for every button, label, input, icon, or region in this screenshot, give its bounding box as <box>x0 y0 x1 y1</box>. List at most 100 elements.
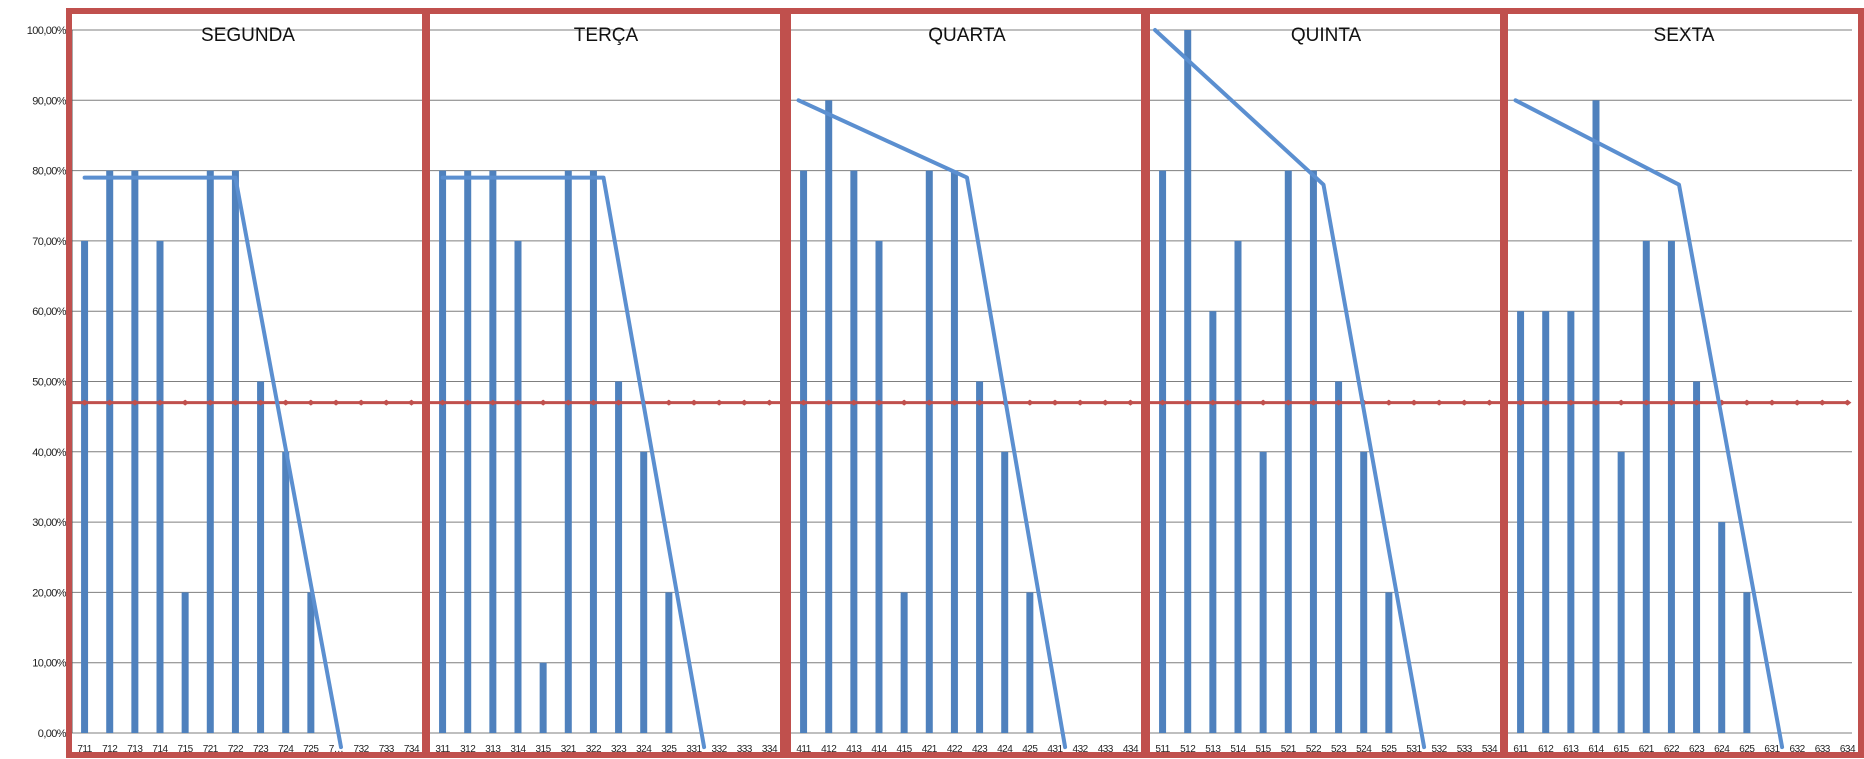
trend-line <box>796 98 1068 750</box>
bar <box>489 170 497 734</box>
reference-marker <box>1051 399 1059 406</box>
reference-marker <box>181 399 190 406</box>
reference-marker <box>1384 399 1393 406</box>
x-tick-label: 325 <box>661 744 677 755</box>
reference-marker <box>514 399 522 406</box>
reference-marker <box>1259 399 1268 406</box>
x-tick-label: 333 <box>737 744 753 755</box>
reference-marker <box>925 399 934 406</box>
reference-marker <box>80 399 89 406</box>
bar <box>1693 381 1701 733</box>
x-tick-label: 721 <box>203 744 219 755</box>
x-tick-label: 7… <box>329 744 344 755</box>
bar <box>875 240 883 733</box>
bar <box>1001 451 1009 733</box>
x-tick-label: 322 <box>586 744 602 755</box>
reference-marker <box>382 399 391 406</box>
x-tick-label: 411 <box>796 744 811 755</box>
reference-marker <box>1234 399 1242 406</box>
x-tick-label: 732 <box>354 744 370 755</box>
panel-title: QUARTA <box>928 25 1006 46</box>
reference-marker <box>357 399 366 406</box>
reference-marker <box>1667 399 1676 406</box>
reference-marker <box>1617 399 1626 406</box>
bar <box>800 170 808 734</box>
reference-marker <box>900 399 909 406</box>
reference-marker <box>824 399 833 406</box>
y-tick-label: 100,00% <box>27 25 67 37</box>
reference-marker <box>1592 399 1600 406</box>
x-tick-label: 532 <box>1432 744 1448 755</box>
reference-marker <box>975 399 984 406</box>
x-tick-label: 533 <box>1457 744 1473 755</box>
x-tick-label: 534 <box>1482 744 1498 755</box>
bar <box>1592 100 1600 734</box>
reference-marker <box>950 399 959 406</box>
panel-title: SEXTA <box>1654 25 1715 46</box>
x-tick-label: 625 <box>1739 744 1755 755</box>
trend-line <box>1153 28 1427 750</box>
reference-marker <box>1101 399 1110 406</box>
bar <box>131 170 139 734</box>
bar <box>1667 240 1675 733</box>
bar <box>181 592 189 733</box>
panel-border <box>1502 8 1864 758</box>
reference-marker <box>407 399 416 406</box>
reference-marker <box>1025 399 1034 406</box>
bar <box>1743 592 1751 733</box>
reference-marker <box>799 399 808 406</box>
x-tick-label: 423 <box>972 744 988 755</box>
x-tick-label: 315 <box>536 744 552 755</box>
x-tick-label: 723 <box>253 744 269 755</box>
reference-marker <box>1309 399 1318 406</box>
bar <box>564 170 572 734</box>
x-tick-label: 323 <box>611 744 627 755</box>
x-tick-label: 522 <box>1306 744 1322 755</box>
panel-title: QUINTA <box>1291 25 1362 46</box>
x-tick-label: 725 <box>303 744 319 755</box>
reference-marker <box>1208 399 1217 406</box>
reference-marker <box>488 399 497 406</box>
reference-marker <box>849 399 858 406</box>
bar <box>231 170 239 734</box>
x-tick-label: 733 <box>379 744 395 755</box>
bar <box>1335 381 1343 733</box>
reference-marker <box>1566 399 1575 406</box>
bar <box>589 170 597 734</box>
x-tick-label: 334 <box>762 744 778 755</box>
bar <box>1309 170 1317 734</box>
x-tick-label: 413 <box>846 744 862 755</box>
bar <box>282 451 290 733</box>
x-tick-label: 415 <box>897 744 913 755</box>
reference-marker <box>1768 399 1776 406</box>
bar <box>1617 451 1625 733</box>
x-tick-label: 734 <box>404 744 420 755</box>
x-tick-label: 521 <box>1281 744 1297 755</box>
y-tick-label: 10,00% <box>32 658 67 670</box>
reference-marker <box>463 399 472 406</box>
bar <box>81 240 89 733</box>
reference-marker <box>1692 399 1701 406</box>
x-tick-label: 432 <box>1073 744 1089 755</box>
x-tick-label: 531 <box>1406 744 1422 755</box>
x-tick-label: 523 <box>1331 744 1347 755</box>
x-tick-label: 313 <box>485 744 501 755</box>
bar <box>1209 311 1217 733</box>
x-tick-label: 614 <box>1588 744 1604 755</box>
x-tick-label: 722 <box>228 744 244 755</box>
reference-marker <box>1126 399 1135 406</box>
reference-marker <box>1334 399 1343 406</box>
bar <box>1642 240 1650 733</box>
bar <box>206 170 214 734</box>
reference-marker <box>1843 399 1852 406</box>
bar <box>1542 311 1550 733</box>
x-tick-label: 431 <box>1047 744 1063 755</box>
x-tick-label: 712 <box>102 744 118 755</box>
x-tick-label: 711 <box>77 744 92 755</box>
bar <box>1385 592 1393 733</box>
bar <box>825 100 833 734</box>
x-tick-label: 433 <box>1098 744 1114 755</box>
x-tick-label: 613 <box>1563 744 1579 755</box>
reference-marker <box>1410 399 1418 406</box>
reference-marker <box>206 399 215 406</box>
